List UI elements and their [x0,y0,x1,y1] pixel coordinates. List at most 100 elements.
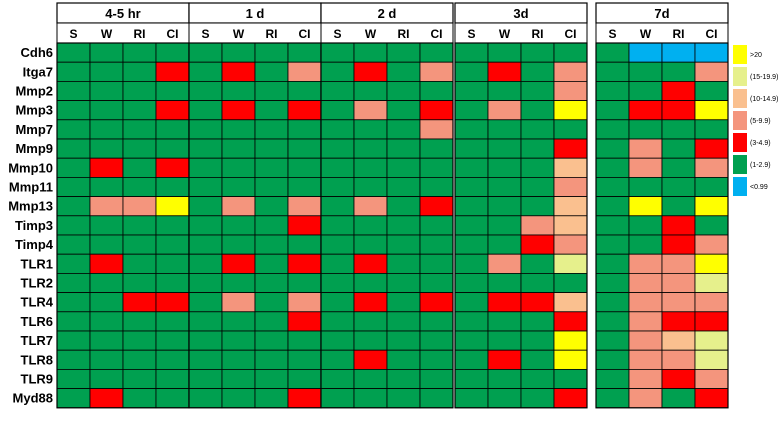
heatmap-cell [155,81,190,102]
heatmap-cell [595,368,630,389]
heatmap-cell [419,234,454,255]
heatmap-cell [221,100,256,121]
row-label: TLR4 [21,295,54,310]
heatmap-cell [694,253,729,274]
heatmap-cell [386,292,421,313]
heatmap-cell [122,388,157,409]
legend-label: (10-14.9) [750,96,778,103]
heatmap-cell [320,138,355,159]
heatmap-cell [122,42,157,63]
heatmap-cell [320,388,355,409]
heatmap-cell [188,349,223,370]
heatmap-cell [287,330,322,351]
heatmap-cell [122,234,157,255]
heatmap-cell [386,215,421,236]
heatmap-cell [122,61,157,82]
heatmap-cell [386,138,421,159]
heatmap-cell [595,196,630,217]
heatmap-cell [454,81,489,102]
heatmap-cell [89,234,124,255]
row-label: Cdh6 [21,45,54,60]
heatmap-cell [155,368,190,389]
heatmap-cell [254,42,289,63]
heatmap-cell [353,272,388,293]
heatmap-cell [188,272,223,293]
column-label: RI [266,27,278,41]
heatmap-cell [419,100,454,121]
heatmap-cell [287,311,322,332]
heatmap-cell [694,138,729,159]
heatmap-cell [155,119,190,140]
heatmap-cell [595,81,630,102]
heatmap-cell [56,100,91,121]
heatmap-cell [188,292,223,313]
heatmap-cell [661,100,696,121]
heatmap-cell [553,234,588,255]
heatmap-cell [89,100,124,121]
heatmap-cell [188,157,223,178]
heatmap-cell [595,215,630,236]
heatmap-cell [454,388,489,409]
heatmap-cell [155,330,190,351]
heatmap-cell [419,368,454,389]
heatmap-cell [221,368,256,389]
column-label: CI [431,27,443,41]
heatmap-cell [553,349,588,370]
heatmap-cell [287,215,322,236]
row-label: Myd88 [13,391,53,406]
heatmap-cell [254,388,289,409]
heatmap-cell [221,272,256,293]
heatmap-cell [56,311,91,332]
heatmap-cell [694,196,729,217]
heatmap-cell [188,368,223,389]
heatmap-cell [454,119,489,140]
heatmap-cell [254,311,289,332]
heatmap-cell [122,100,157,121]
heatmap-cell [419,42,454,63]
heatmap-cell [56,272,91,293]
heatmap-cell [419,272,454,293]
legend-swatch [733,45,747,64]
row-label: TLR7 [21,333,54,348]
heatmap-cell [89,176,124,197]
heatmap-cell [221,81,256,102]
heatmap-cell [188,196,223,217]
heatmap-cell [353,388,388,409]
heatmap-cell [595,100,630,121]
heatmap-cell [353,311,388,332]
heatmap-cell [694,311,729,332]
heatmap-cell [661,368,696,389]
panel-border [595,42,729,409]
heatmap-cell [122,272,157,293]
heatmap-cell [122,215,157,236]
heatmap-cell [520,138,555,159]
column-label: RI [673,27,685,41]
heatmap-cell [188,176,223,197]
column-label: RI [532,27,544,41]
heatmap-cell [155,292,190,313]
heatmap-cell [628,234,663,255]
heatmap-cell [454,272,489,293]
heatmap-cell [595,330,630,351]
heatmap-cell [353,215,388,236]
heatmap-cell [553,61,588,82]
heatmap-cell [487,311,522,332]
heatmap-cell [287,119,322,140]
legend-swatch [733,67,747,86]
legend-label: (15-19.9) [750,74,778,81]
heatmap-cell [155,196,190,217]
heatmap-cell [661,81,696,102]
panel-border [320,42,454,409]
heatmap-cell [661,292,696,313]
heatmap-cell [122,368,157,389]
heatmap-cell [595,388,630,409]
heatmap-cell [122,311,157,332]
row-label: Mmp10 [8,160,53,175]
heatmap-cell [320,272,355,293]
heatmap-cell [155,138,190,159]
heatmap-cell [254,368,289,389]
heatmap-cell [628,157,663,178]
heatmap-cell [520,388,555,409]
legend-swatch [733,155,747,174]
heatmap-cell [320,119,355,140]
